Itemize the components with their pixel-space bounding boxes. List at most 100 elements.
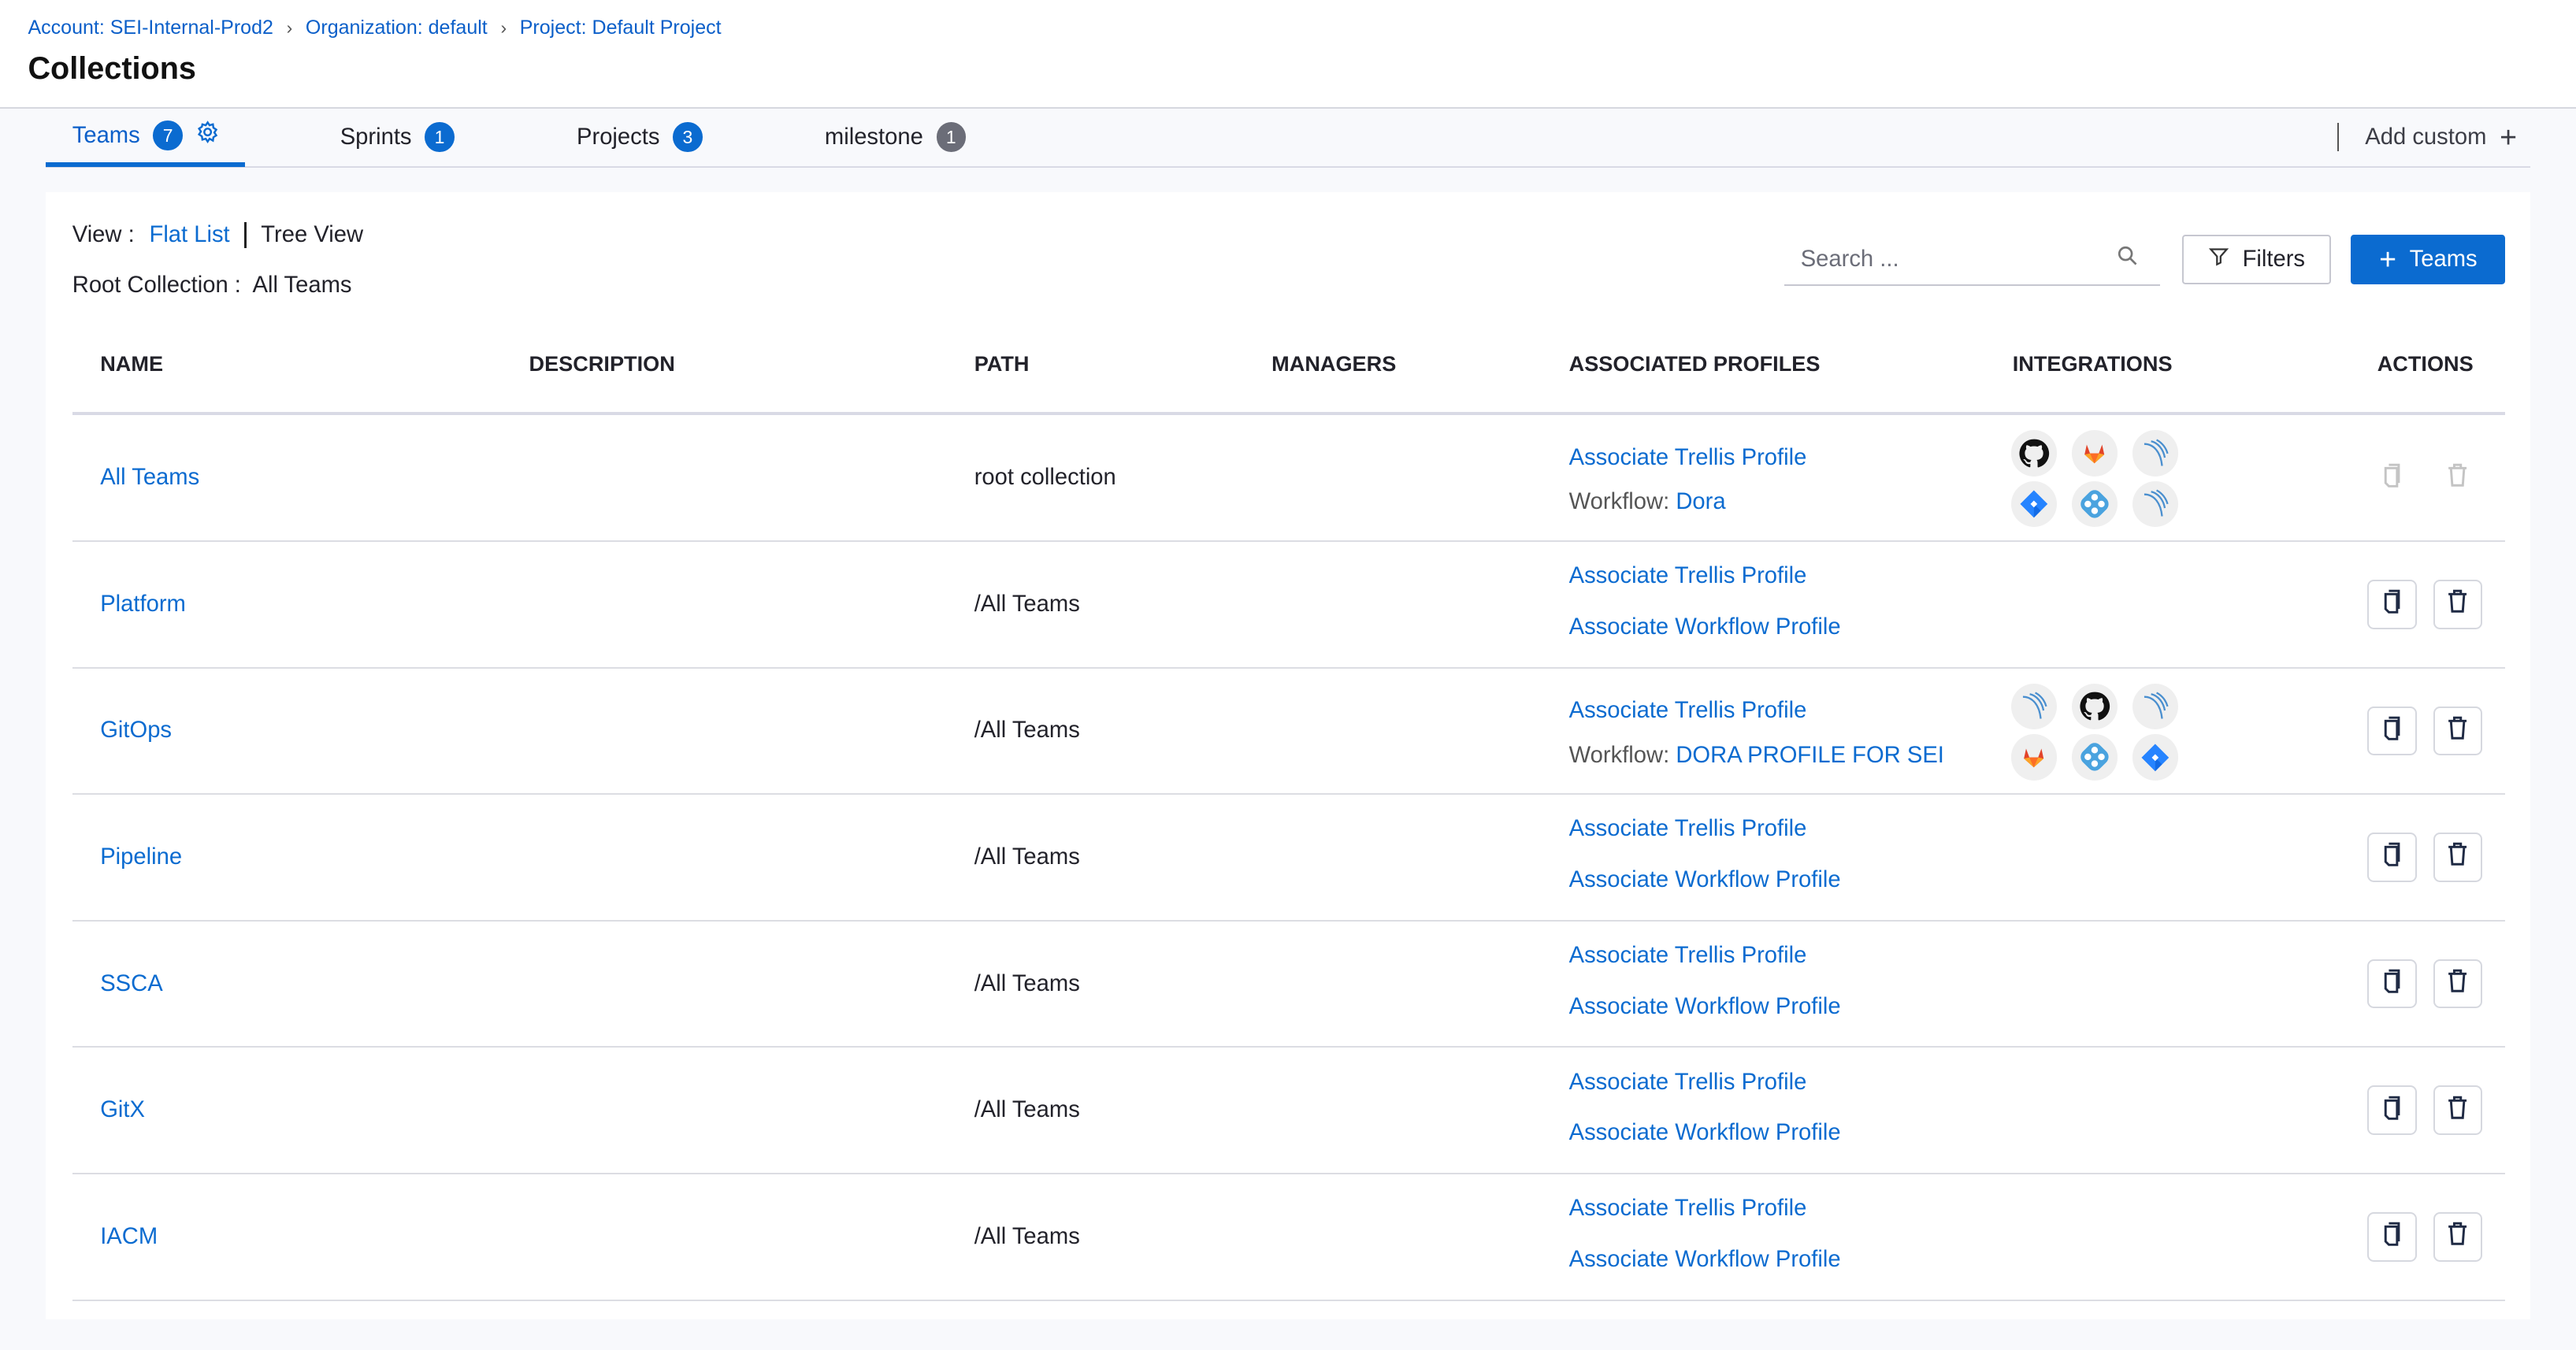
associate-trellis-link[interactable]: Associate Trellis Profile [1568,816,1807,842]
associate-workflow-link[interactable]: Associate Workflow Profile [1568,1120,1841,1146]
associate-trellis-link[interactable]: Associate Trellis Profile [1568,563,1807,589]
breadcrumb-organization[interactable]: Organization: default [305,16,488,39]
jira-icon [2010,481,2058,528]
clone-button[interactable] [2367,706,2417,756]
add-custom-button[interactable]: Add custom + [2337,109,2517,166]
trash-icon [2446,588,2469,621]
collection-path: /All Teams [974,591,1080,617]
tab-label: Sprints [340,124,412,150]
flat-list-option[interactable]: Flat List [149,221,230,247]
delete-button[interactable] [2433,706,2483,756]
trash-icon [2446,714,2469,747]
delete-button[interactable] [2433,1212,2483,1262]
collection-name-link[interactable]: IACM [100,1223,158,1249]
harness-arc-icon [2010,683,2058,729]
workflow-profile-link[interactable]: Associate Workflow Profile [1569,614,1841,640]
collection-name-link[interactable]: SSCA [100,970,163,996]
associate-workflow-link[interactable]: Associate Workflow Profile [1568,867,1841,893]
collection-path: root collection [974,465,1116,491]
copy-icon [2381,1220,2403,1253]
search-input[interactable] [1784,244,2117,275]
associate-trellis-link[interactable]: Associate Trellis Profile [1568,445,1807,471]
column-header-integrations: INTEGRATIONS [2012,351,2173,376]
github-icon [2010,430,2058,477]
tab-sprints[interactable]: Sprints 1 [340,109,455,166]
integrations-list [2010,683,2179,781]
associate-workflow-link[interactable]: Associate Workflow Profile [1568,614,1841,640]
trellis-profile-link[interactable]: Associate Trellis Profile [1569,563,1807,589]
trellis-profile-link[interactable]: Associate Trellis Profile [1569,1196,1807,1222]
trash-icon [2446,1094,2469,1127]
add-team-button[interactable]: + Teams [2351,235,2506,284]
trellis-profile-link[interactable]: Associate Trellis Profile [1569,698,1807,724]
tree-view-option[interactable]: Tree View [261,221,364,247]
delete-button[interactable] [2433,580,2483,629]
root-collection-value: All Teams [252,273,352,299]
tab-teams[interactable]: Teams 7 [46,109,246,168]
associate-trellis-link[interactable]: Associate Trellis Profile [1568,1196,1807,1222]
workflow-profile-link[interactable]: Dora [1676,489,1726,515]
filters-button[interactable]: Filters [2181,235,2332,284]
associate-workflow-link[interactable]: Associate Workflow Profile [1568,993,1841,1019]
collection-tabs: Teams 7 Sprints 1 Projects 3 milestone 1… [46,109,2530,168]
tab-projects[interactable]: Projects 3 [577,109,703,166]
workflow-profile-link[interactable]: DORA PROFILE FOR SEI [1676,742,1944,768]
copy-icon [2381,588,2403,621]
breadcrumb-account[interactable]: Account: SEI-Internal-Prod2 [28,16,273,39]
delete-button[interactable] [2433,959,2483,1009]
clone-button[interactable] [2367,453,2417,503]
copy-icon [2381,1094,2403,1127]
header-divider [72,412,2506,416]
clone-button[interactable] [2367,1212,2417,1262]
collection-name-link[interactable]: Pipeline [100,844,183,870]
search-icon [2116,244,2139,274]
collection-name-link[interactable]: GitOps [100,718,173,744]
github-icon [2071,683,2118,729]
view-toggle: View : Flat List Tree View [72,221,364,248]
harness-arc-icon [2132,481,2179,528]
trellis-profile-link[interactable]: Associate Trellis Profile [1569,1070,1807,1096]
workflow-profile-link[interactable]: Associate Workflow Profile [1569,867,1841,893]
workflow-profile-link[interactable]: Associate Workflow Profile [1569,1120,1841,1146]
collection-name-link[interactable]: All Teams [100,465,200,491]
delete-button[interactable] [2433,453,2483,503]
trash-icon [2446,967,2469,1000]
tab-milestone[interactable]: milestone 1 [825,109,967,166]
column-header-name: NAME [100,351,164,376]
workflow-profile-link[interactable]: Associate Workflow Profile [1569,1247,1841,1273]
plus-icon: + [2500,120,2517,154]
collections-panel: View : Flat List Tree View Root Collecti… [46,192,2530,1319]
trellis-profile-link[interactable]: Associate Trellis Profile [1569,816,1807,842]
page-title: Collections [28,50,196,86]
root-collection: Root Collection : All Teams [72,273,352,299]
collection-name-link[interactable]: GitX [100,1097,145,1123]
trellis-profile-link[interactable]: Associate Trellis Profile [1569,943,1807,969]
collection-path: /All Teams [974,970,1080,996]
delete-button[interactable] [2433,833,2483,882]
divider [0,106,2576,109]
associate-workflow-link[interactable]: Associate Workflow Profile [1568,1246,1841,1272]
clone-button[interactable] [2367,1085,2417,1136]
collection-path: /All Teams [974,718,1080,744]
copy-icon [2381,462,2403,495]
copy-icon [2381,714,2403,747]
divider [244,221,247,248]
associate-trellis-link[interactable]: Associate Trellis Profile [1568,698,1807,724]
clone-button[interactable] [2367,833,2417,882]
gitlab-icon [2071,430,2118,477]
associate-trellis-link[interactable]: Associate Trellis Profile [1568,1069,1807,1095]
workflow-profile-link[interactable]: Associate Workflow Profile [1569,994,1841,1020]
table-row: All Teams root collection Associate Trel… [72,416,2506,543]
add-team-label: Teams [2409,247,2478,272]
clone-button[interactable] [2367,580,2417,629]
collection-name-link[interactable]: Platform [100,591,186,617]
clone-button[interactable] [2367,959,2417,1009]
gear-icon[interactable] [196,121,219,150]
delete-button[interactable] [2433,1085,2483,1136]
breadcrumb-project[interactable]: Project: Default Project [519,16,722,39]
associate-trellis-link[interactable]: Associate Trellis Profile [1568,943,1807,969]
trellis-profile-link[interactable]: Associate Trellis Profile [1569,445,1807,471]
table-row: SSCA /All Teams Associate Trellis Profil… [72,922,2506,1048]
view-label: View : [72,221,135,247]
column-header-associated-profiles: ASSOCIATED PROFILES [1568,351,1821,376]
